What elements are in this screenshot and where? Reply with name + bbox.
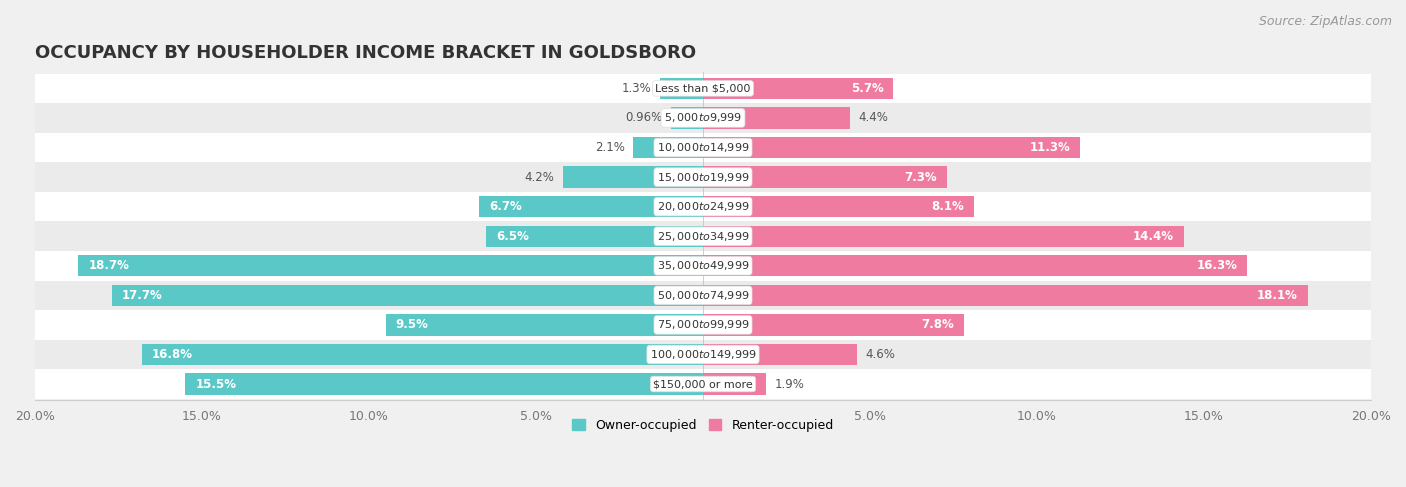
Bar bbox=[486, 225, 703, 247]
Text: $25,000 to $34,999: $25,000 to $34,999 bbox=[657, 230, 749, 243]
Bar bbox=[35, 222, 1371, 251]
Text: 15.5%: 15.5% bbox=[195, 377, 236, 391]
Text: 1.9%: 1.9% bbox=[775, 377, 804, 391]
Bar bbox=[79, 255, 703, 277]
Bar bbox=[633, 137, 703, 158]
Bar bbox=[111, 285, 703, 306]
Bar bbox=[479, 196, 703, 217]
Text: 16.8%: 16.8% bbox=[152, 348, 193, 361]
Bar bbox=[35, 103, 1371, 133]
Text: 6.7%: 6.7% bbox=[489, 200, 522, 213]
Text: 16.3%: 16.3% bbox=[1197, 259, 1237, 272]
Bar bbox=[703, 167, 946, 187]
Bar bbox=[35, 133, 1371, 162]
Bar bbox=[703, 314, 963, 336]
Bar bbox=[385, 314, 703, 336]
Text: $15,000 to $19,999: $15,000 to $19,999 bbox=[657, 170, 749, 184]
Text: Source: ZipAtlas.com: Source: ZipAtlas.com bbox=[1258, 15, 1392, 28]
Text: 2.1%: 2.1% bbox=[595, 141, 624, 154]
Bar bbox=[35, 74, 1371, 103]
Text: $5,000 to $9,999: $5,000 to $9,999 bbox=[664, 112, 742, 125]
Bar bbox=[35, 162, 1371, 192]
Text: 4.6%: 4.6% bbox=[865, 348, 894, 361]
Bar bbox=[659, 78, 703, 99]
Text: $35,000 to $49,999: $35,000 to $49,999 bbox=[657, 259, 749, 272]
Text: 14.4%: 14.4% bbox=[1133, 230, 1174, 243]
Text: 7.3%: 7.3% bbox=[904, 170, 936, 184]
Text: $150,000 or more: $150,000 or more bbox=[654, 379, 752, 389]
Bar bbox=[35, 310, 1371, 339]
Bar bbox=[35, 251, 1371, 281]
Bar bbox=[703, 255, 1247, 277]
Text: 4.4%: 4.4% bbox=[858, 112, 889, 125]
Text: 4.2%: 4.2% bbox=[524, 170, 554, 184]
Bar bbox=[35, 339, 1371, 369]
Bar bbox=[703, 107, 851, 129]
Bar bbox=[35, 192, 1371, 222]
Bar bbox=[186, 374, 703, 394]
Text: 6.5%: 6.5% bbox=[496, 230, 529, 243]
Bar bbox=[142, 344, 703, 365]
Bar bbox=[35, 281, 1371, 310]
Bar bbox=[703, 285, 1308, 306]
Text: 11.3%: 11.3% bbox=[1029, 141, 1070, 154]
Bar bbox=[703, 137, 1080, 158]
Bar bbox=[671, 107, 703, 129]
Bar bbox=[703, 225, 1184, 247]
Text: OCCUPANCY BY HOUSEHOLDER INCOME BRACKET IN GOLDSBORO: OCCUPANCY BY HOUSEHOLDER INCOME BRACKET … bbox=[35, 44, 696, 62]
Bar bbox=[703, 374, 766, 394]
Legend: Owner-occupied, Renter-occupied: Owner-occupied, Renter-occupied bbox=[568, 413, 838, 437]
Text: $100,000 to $149,999: $100,000 to $149,999 bbox=[650, 348, 756, 361]
Text: $75,000 to $99,999: $75,000 to $99,999 bbox=[657, 318, 749, 331]
Text: 0.96%: 0.96% bbox=[626, 112, 662, 125]
Text: 5.7%: 5.7% bbox=[851, 82, 883, 95]
Bar bbox=[703, 344, 856, 365]
Text: $10,000 to $14,999: $10,000 to $14,999 bbox=[657, 141, 749, 154]
Text: 8.1%: 8.1% bbox=[931, 200, 963, 213]
Text: 9.5%: 9.5% bbox=[395, 318, 429, 331]
Bar bbox=[703, 196, 973, 217]
Text: 18.7%: 18.7% bbox=[89, 259, 129, 272]
Text: 18.1%: 18.1% bbox=[1257, 289, 1298, 302]
Bar bbox=[703, 78, 893, 99]
Bar bbox=[35, 369, 1371, 399]
Bar bbox=[562, 167, 703, 187]
Text: 7.8%: 7.8% bbox=[921, 318, 953, 331]
Text: 1.3%: 1.3% bbox=[621, 82, 651, 95]
Text: $50,000 to $74,999: $50,000 to $74,999 bbox=[657, 289, 749, 302]
Text: $20,000 to $24,999: $20,000 to $24,999 bbox=[657, 200, 749, 213]
Text: Less than $5,000: Less than $5,000 bbox=[655, 83, 751, 94]
Text: 17.7%: 17.7% bbox=[122, 289, 163, 302]
